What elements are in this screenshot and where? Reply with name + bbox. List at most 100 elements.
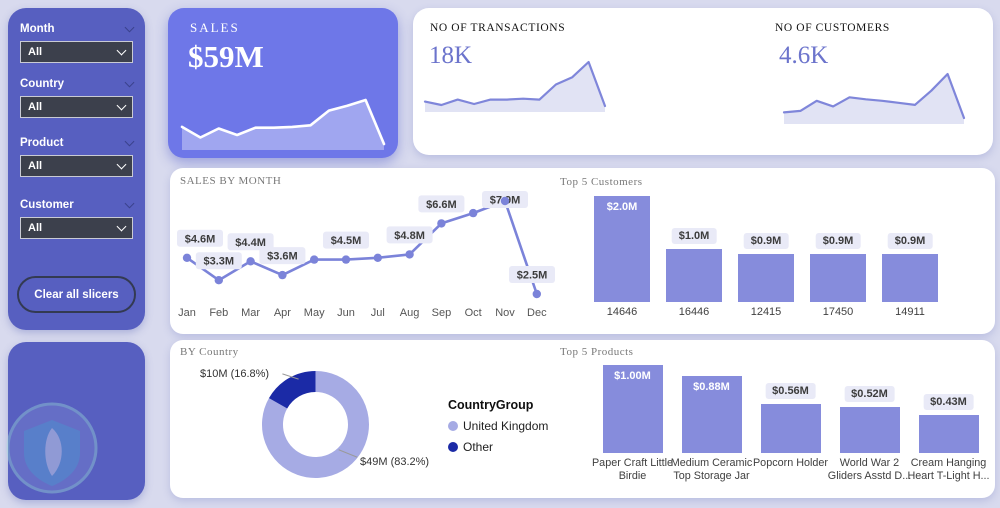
bar-category-label: 16446 [678, 306, 710, 318]
bar-category-label: Popcorn Holder [752, 457, 829, 469]
bar-data-label: $0.52M [844, 386, 895, 402]
donut-segment-other[interactable] [268, 371, 317, 409]
customer-slicer-label: Customer [20, 199, 74, 211]
bar-column: $1.00M Paper Craft Little Birdie [592, 365, 673, 482]
month-axis-label: Apr [274, 307, 291, 319]
chevron-down-icon [124, 77, 135, 88]
bar-category-label: World War 2 Gliders Asstd D... [827, 457, 912, 483]
month-axis-label: Jan [178, 307, 196, 319]
data-label-pill [386, 226, 433, 244]
line-point[interactable] [278, 270, 287, 280]
line-series [186, 199, 539, 295]
customer-slicer: Customer All [20, 198, 135, 239]
watermark-logo [6, 402, 98, 494]
bar[interactable] [810, 254, 866, 302]
bar-category-label: 14646 [606, 306, 638, 318]
empty-panel [8, 342, 145, 500]
line-point[interactable] [214, 276, 223, 285]
bar-column: $0.9M 12415 [730, 196, 802, 318]
bar[interactable] [760, 404, 821, 453]
month-axis-label: Mar [241, 307, 260, 319]
line-point[interactable] [405, 250, 414, 259]
customers-value: 4.6K [779, 42, 829, 69]
month-axis-label: Sep [432, 307, 452, 319]
month-slicer-header[interactable]: Month [20, 22, 135, 35]
data-label: $3.6M [267, 251, 298, 263]
sales-card-value: $59M [188, 39, 264, 74]
bar[interactable] [918, 415, 979, 453]
product-slicer-header[interactable]: Product [20, 136, 135, 149]
month-slicer-value: All [28, 46, 43, 58]
country-slicer-value: All [28, 101, 43, 113]
data-label-pill [323, 231, 369, 249]
product-slicer-label: Product [20, 137, 64, 149]
line-point[interactable] [532, 289, 541, 299]
month-slicer-dropdown[interactable]: All [20, 41, 133, 63]
legend-title: CountryGroup [448, 398, 534, 412]
clear-all-slicers-button[interactable]: Clear all slicers [17, 276, 136, 313]
line-point[interactable] [469, 208, 478, 218]
country-slicer-label: Country [20, 78, 65, 90]
line-point[interactable] [182, 253, 192, 262]
country-slicer: Country All [20, 77, 135, 118]
bar-data-label: $0.9M [887, 233, 933, 249]
chevron-down-icon [116, 100, 127, 111]
bar-column: $0.9M 17450 [802, 196, 874, 318]
data-label-pill [259, 247, 306, 265]
line-point[interactable] [437, 219, 446, 228]
bar[interactable] [882, 254, 938, 302]
data-label-pill [177, 229, 223, 247]
data-label-pill [227, 233, 274, 251]
bar[interactable]: $1.00M [602, 365, 663, 453]
top5-products-chart[interactable]: $1.00M Paper Craft Little Birdie $0.88M Med… [592, 365, 990, 482]
country-slicer-header[interactable]: Country [20, 77, 135, 90]
data-label-pill [418, 195, 465, 213]
row3-panel: BY Country $10M (16.8%) $49M (83.2%) Cou… [170, 340, 995, 498]
product-slicer-value: All [28, 160, 43, 172]
sales-kpi-card[interactable]: SALES $59M [168, 8, 398, 158]
sales-by-month-title: SALES BY MONTH [180, 175, 282, 187]
top5-customers-chart[interactable]: $2.0M 14646 $1.0M 16446 $0.9M 12415 $0.9M 17450… [586, 196, 946, 318]
sales-trend-sparkline[interactable] [180, 94, 386, 152]
month-axis-label: May [304, 307, 325, 319]
bar-data-label: $0.9M [815, 233, 861, 249]
line-point[interactable] [373, 253, 382, 262]
customer-slicer-dropdown[interactable]: All [20, 217, 133, 239]
legend-item-other[interactable]: Other [448, 440, 548, 454]
data-label: $4.8M [394, 230, 425, 242]
donut-segment-united-kingdom[interactable] [262, 371, 369, 478]
transactions-trend-sparkline[interactable] [423, 56, 607, 114]
line-point[interactable] [310, 255, 319, 264]
product-slicer-dropdown[interactable]: All [20, 155, 133, 177]
bar-category-label: Paper Craft Little Birdie [591, 457, 673, 483]
bar-data-label: $0.56M [765, 383, 816, 399]
month-axis-label: Jun [337, 307, 355, 319]
country-slicer-dropdown[interactable]: All [20, 96, 133, 118]
by-country-donut-chart[interactable] [258, 367, 373, 482]
data-label-pill [509, 266, 555, 283]
bar[interactable] [666, 249, 722, 302]
customer-slicer-header[interactable]: Customer [20, 198, 135, 211]
month-slicer: Month All [20, 22, 135, 63]
bar-column: $0.43M Cream Hanging Heart T-Light H... [907, 365, 990, 482]
product-slicer: Product All [20, 136, 135, 177]
month-axis-label: Nov [495, 307, 515, 319]
bar[interactable]: $2.0M [594, 196, 650, 302]
data-label: $4.6M [185, 233, 216, 245]
bar[interactable]: $0.88M [681, 376, 742, 453]
data-label: $4.4M [235, 237, 266, 249]
bar[interactable] [839, 407, 900, 453]
legend-dot-united-kingdom [448, 421, 458, 431]
bar[interactable] [738, 254, 794, 302]
bar-category-label: Medium Ceramic Top Storage Jar [670, 457, 753, 483]
legend-item-united-kingdom[interactable]: United Kingdom [448, 419, 548, 433]
line-point[interactable] [341, 255, 351, 264]
bar-column: $0.52M World War 2 Gliders Asstd D... [828, 365, 911, 482]
line-point[interactable] [246, 257, 255, 266]
bar-data-label: $0.9M [743, 233, 789, 249]
legend-label-united-kingdom: United Kingdom [463, 419, 549, 433]
month-axis-label: Feb [209, 307, 228, 319]
customers-trend-sparkline[interactable] [782, 68, 966, 126]
line-point[interactable] [500, 196, 510, 206]
sales-by-month-chart[interactable]: Jan Feb Mar Apr May Jun Jul Aug Sep Oct Nov Dec $4.6… [176, 184, 556, 324]
